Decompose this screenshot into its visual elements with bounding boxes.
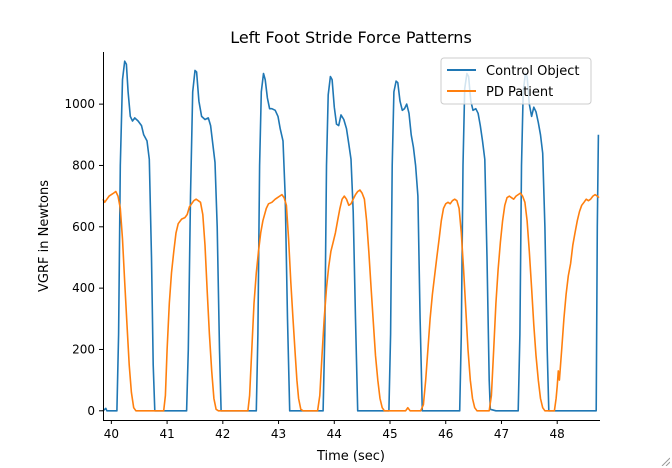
y-tick-label: 0 xyxy=(87,404,95,418)
x-tick-label: 48 xyxy=(550,427,565,441)
x-tick-label: 42 xyxy=(215,427,230,441)
x-tick-label: 40 xyxy=(104,427,119,441)
series-layer xyxy=(102,60,600,412)
x-tick-label: 43 xyxy=(271,427,286,441)
y-tick-label: 200 xyxy=(72,342,95,356)
legend: Control Object PD Patient xyxy=(440,57,592,105)
y-tick-label: 800 xyxy=(72,158,95,172)
x-tick-label: 44 xyxy=(327,427,342,441)
series-line-control-object xyxy=(102,60,600,412)
legend-label-control-object: Control Object xyxy=(486,64,579,79)
legend-frame xyxy=(440,57,592,105)
y-axis-label: VGRF in Newtons xyxy=(37,180,52,292)
x-tick-label: 45 xyxy=(382,427,397,441)
x-tick-label: 47 xyxy=(494,427,509,441)
y-tick-label: 600 xyxy=(72,220,95,234)
y-tick-label: 1000 xyxy=(64,97,95,111)
x-tick-label: 46 xyxy=(438,427,453,441)
x-axis-label: Time (sec) xyxy=(316,449,385,464)
series-line-pd-patient xyxy=(102,189,600,412)
y-ticks: 0 200 400 600 800 1000 xyxy=(64,97,103,418)
y-tick-label: 400 xyxy=(72,281,95,295)
x-tick-label: 41 xyxy=(159,427,174,441)
chart-title: Left Foot Stride Force Patterns xyxy=(230,28,472,47)
plot-area: 40 41 42 43 44 45 46 47 48 0 200 400 600 800 1000 xyxy=(64,52,600,441)
legend-label-pd-patient: PD Patient xyxy=(486,85,553,100)
resize-grip-icon[interactable] xyxy=(660,456,670,466)
x-ticks: 40 41 42 43 44 45 46 47 48 xyxy=(104,420,565,441)
